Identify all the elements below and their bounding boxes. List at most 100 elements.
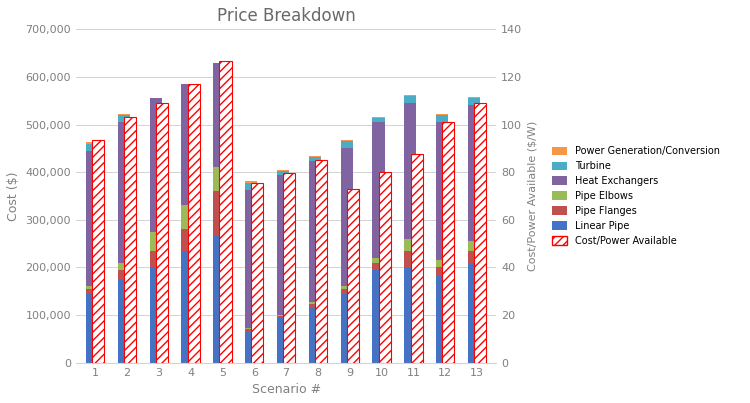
Bar	[468, 98, 480, 106]
Bar	[309, 302, 321, 304]
Bar	[213, 191, 226, 237]
Bar	[86, 294, 98, 363]
Title: Price Breakdown: Price Breakdown	[217, 7, 356, 25]
Bar	[245, 190, 257, 328]
Bar	[156, 103, 168, 363]
Bar	[315, 160, 327, 363]
Bar	[373, 270, 385, 363]
Bar	[92, 140, 104, 363]
Bar	[86, 289, 98, 294]
Y-axis label: Cost ($): Cost ($)	[7, 171, 20, 221]
Bar	[86, 143, 98, 151]
Bar	[340, 141, 352, 148]
Bar	[284, 173, 296, 363]
Bar	[404, 96, 416, 103]
Bar	[309, 156, 321, 158]
Bar	[149, 98, 162, 232]
Bar	[213, 62, 226, 167]
Bar	[468, 106, 480, 241]
Bar	[474, 103, 486, 363]
Y-axis label: Cost/Power Available ($/W): Cost/Power Available ($/W)	[528, 121, 538, 271]
Bar	[245, 183, 257, 190]
Bar	[404, 239, 416, 251]
Bar	[442, 122, 454, 363]
Bar	[188, 84, 200, 363]
Bar	[182, 84, 194, 206]
Bar	[309, 161, 321, 302]
Bar	[118, 270, 130, 279]
Bar	[86, 287, 98, 289]
Bar	[436, 268, 448, 274]
Bar	[309, 304, 321, 308]
Bar	[245, 328, 257, 329]
Bar	[118, 114, 130, 115]
Bar	[474, 103, 486, 363]
Bar	[277, 318, 289, 363]
Bar	[373, 122, 385, 258]
Bar	[436, 115, 448, 122]
Bar	[149, 251, 162, 268]
Bar	[315, 160, 327, 363]
Bar	[149, 232, 162, 251]
Bar	[468, 251, 480, 263]
Bar	[182, 251, 194, 363]
Bar	[468, 97, 480, 98]
Bar	[220, 61, 232, 363]
Bar	[245, 332, 257, 363]
Bar	[149, 268, 162, 363]
Bar	[346, 189, 359, 363]
Bar	[442, 122, 454, 363]
Bar	[436, 122, 448, 260]
Bar	[118, 115, 130, 122]
Bar	[188, 84, 200, 363]
Bar	[404, 268, 416, 363]
Bar	[404, 251, 416, 268]
Bar	[182, 206, 194, 229]
Bar	[277, 171, 289, 174]
Bar	[373, 118, 385, 122]
Bar	[373, 258, 385, 263]
Bar	[309, 158, 321, 161]
Bar	[436, 274, 448, 363]
Bar	[340, 140, 352, 141]
Bar	[404, 95, 416, 96]
Bar	[213, 237, 226, 363]
Bar	[220, 61, 232, 363]
Bar	[284, 173, 296, 363]
Bar	[118, 263, 130, 270]
Bar	[86, 151, 98, 287]
Bar	[410, 154, 422, 363]
Bar	[92, 140, 104, 363]
Bar	[373, 263, 385, 270]
Bar	[251, 183, 263, 363]
Bar	[277, 315, 289, 316]
Bar	[468, 263, 480, 363]
Bar	[86, 142, 98, 143]
Bar	[245, 329, 257, 332]
Bar	[213, 167, 226, 191]
Bar	[118, 122, 130, 263]
Bar	[379, 172, 391, 363]
Bar	[124, 117, 136, 363]
Bar	[251, 183, 263, 363]
Bar	[436, 114, 448, 115]
Bar	[436, 260, 448, 268]
Bar	[277, 174, 289, 315]
Bar	[340, 289, 352, 294]
Bar	[340, 148, 352, 287]
Bar	[410, 154, 422, 363]
Bar	[468, 241, 480, 251]
Bar	[124, 117, 136, 363]
Bar	[340, 287, 352, 289]
Bar	[309, 308, 321, 363]
Bar	[340, 294, 352, 363]
Bar	[346, 189, 359, 363]
Bar	[245, 181, 257, 183]
Bar	[404, 103, 416, 239]
Legend: Power Generation/Conversion, Turbine, Heat Exchangers, Pipe Elbows, Pipe Flanges: Power Generation/Conversion, Turbine, He…	[548, 143, 724, 249]
Bar	[379, 172, 391, 363]
Bar	[373, 117, 385, 118]
Bar	[277, 170, 289, 171]
Bar	[277, 316, 289, 318]
Bar	[156, 103, 168, 363]
